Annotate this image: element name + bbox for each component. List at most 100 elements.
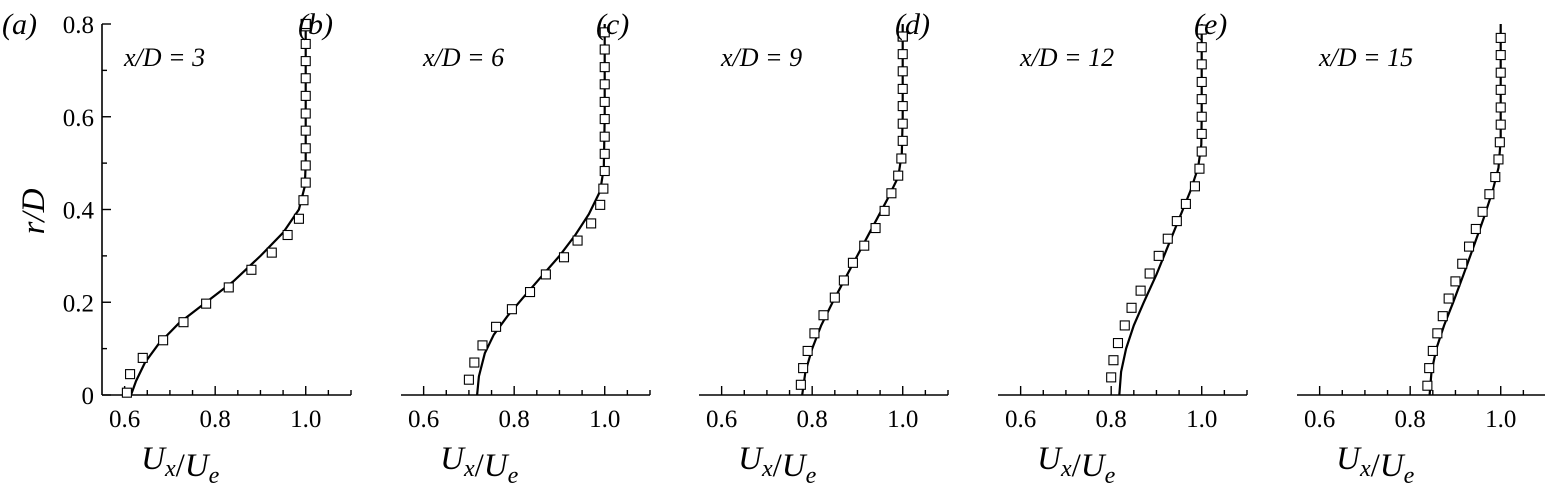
panel-label: (c) xyxy=(596,8,629,41)
x-tick-label: 0.8 xyxy=(499,406,530,433)
data-point-marker xyxy=(795,379,806,390)
label-symbol: U xyxy=(1037,441,1063,477)
x-tick-label: 0.8 xyxy=(1395,406,1426,433)
data-point-marker xyxy=(1180,198,1191,209)
panel-annotation: x/D = 15 xyxy=(1318,43,1413,72)
label-subscript: x xyxy=(463,456,475,482)
data-point-marker xyxy=(223,282,234,293)
data-point-marker xyxy=(293,213,304,224)
label-subscript: x xyxy=(1060,456,1072,482)
label-symbol: U xyxy=(141,441,167,477)
data-point-marker xyxy=(870,223,881,234)
label-symbol: U xyxy=(1336,441,1362,477)
x-tick-label: 1.0 xyxy=(1186,406,1217,433)
data-point-marker xyxy=(838,275,849,286)
data-point-marker xyxy=(1108,355,1119,366)
label-subscript: e xyxy=(508,463,519,489)
y-tick-label: 0.2 xyxy=(63,290,94,317)
y-tick-label: 0 xyxy=(82,383,95,410)
data-point-marker xyxy=(1196,76,1207,88)
data-point-marker xyxy=(897,118,908,129)
x-tick-label: 0.6 xyxy=(109,406,140,433)
data-point-marker xyxy=(1495,67,1506,78)
data-point-marker xyxy=(1495,32,1506,43)
data-point-marker xyxy=(1432,328,1443,339)
label-slash: / xyxy=(176,448,186,484)
label-slash: / xyxy=(1072,448,1082,484)
x-tick-label: 0.6 xyxy=(706,406,737,433)
data-point-marker xyxy=(599,96,610,107)
data-point-marker xyxy=(847,257,858,268)
data-point-marker xyxy=(1443,293,1454,304)
data-point-marker xyxy=(1196,111,1207,122)
panel-annotation: x/D = 9 xyxy=(720,43,802,72)
data-point-marker xyxy=(1196,59,1207,70)
x-tick-label: 0.8 xyxy=(1096,406,1127,433)
x-axis-title: Ux/Ue xyxy=(141,441,220,489)
chart-panel-d: 0.6 0.8 1.0 Ux/Ue (d) x/D = 12 xyxy=(895,8,1248,489)
x-tick-label: 0.8 xyxy=(797,406,828,433)
panel-label: (e) xyxy=(1194,8,1227,41)
label-slash: / xyxy=(773,448,783,484)
data-point-marker xyxy=(599,114,610,125)
x-tick-label: 0.8 xyxy=(200,406,231,433)
data-point-marker xyxy=(886,188,897,199)
data-point-marker xyxy=(300,108,311,119)
data-point-marker xyxy=(897,101,908,112)
data-point-marker xyxy=(300,160,311,171)
data-point-marker xyxy=(300,177,311,188)
data-point-marker xyxy=(599,131,610,142)
y-axis-title: r/D xyxy=(16,188,52,234)
label-subscript: e xyxy=(1404,463,1415,489)
x-tick-label: 0.6 xyxy=(1304,406,1335,433)
data-point-marker xyxy=(491,321,502,332)
data-point-marker xyxy=(300,143,311,154)
x-tick-label: 0.6 xyxy=(408,406,439,433)
data-point-marker xyxy=(897,135,908,146)
y-tick-label: 0.4 xyxy=(63,198,95,225)
panel-label: (a) xyxy=(2,8,37,41)
data-point-marker xyxy=(1477,206,1488,217)
data-point-marker xyxy=(1153,250,1164,261)
data-point-marker xyxy=(1494,137,1505,148)
data-point-marker xyxy=(1112,338,1124,349)
label-symbol: U xyxy=(1081,448,1107,484)
data-point-marker xyxy=(298,195,309,206)
data-point-marker xyxy=(1135,285,1146,296)
data-point-marker xyxy=(599,44,610,55)
label-subscript: e xyxy=(209,463,220,489)
data-point-marker xyxy=(595,199,606,210)
chart-panel-e: 0.6 0.8 1.0 Ux/Ue (e) x/D = 15 xyxy=(1194,8,1545,489)
data-point-marker xyxy=(809,328,820,339)
panel-label: (d) xyxy=(895,8,930,41)
y-tick-label: 0.8 xyxy=(63,12,94,39)
data-point-marker xyxy=(178,317,189,328)
label-symbol: U xyxy=(185,448,211,484)
panel-annotation: x/D = 3 xyxy=(123,43,205,72)
data-point-marker xyxy=(859,240,870,251)
data-point-marker xyxy=(1495,102,1506,113)
data-point-marker xyxy=(477,340,488,351)
data-point-marker xyxy=(558,252,570,263)
label-subscript: x xyxy=(1359,456,1371,482)
data-point-marker xyxy=(599,27,610,38)
x-tick-label: 1.0 xyxy=(290,406,321,433)
data-point-marker xyxy=(300,18,311,30)
data-point-marker xyxy=(1490,171,1501,183)
data-point-marker xyxy=(1424,363,1435,374)
label-slash: / xyxy=(475,448,485,484)
data-point-marker xyxy=(599,165,610,177)
data-point-marker xyxy=(1457,258,1468,269)
data-point-marker xyxy=(540,269,551,280)
label-subscript: x xyxy=(761,456,773,482)
data-point-marker xyxy=(897,66,908,77)
label-symbol: U xyxy=(738,441,764,477)
data-point-marker xyxy=(897,83,908,94)
data-point-marker xyxy=(300,38,311,49)
data-point-marker xyxy=(1422,380,1433,391)
data-point-marker xyxy=(599,62,610,73)
label-symbol: U xyxy=(782,448,808,484)
data-point-marker xyxy=(1162,233,1173,244)
data-point-marker xyxy=(1450,276,1461,287)
